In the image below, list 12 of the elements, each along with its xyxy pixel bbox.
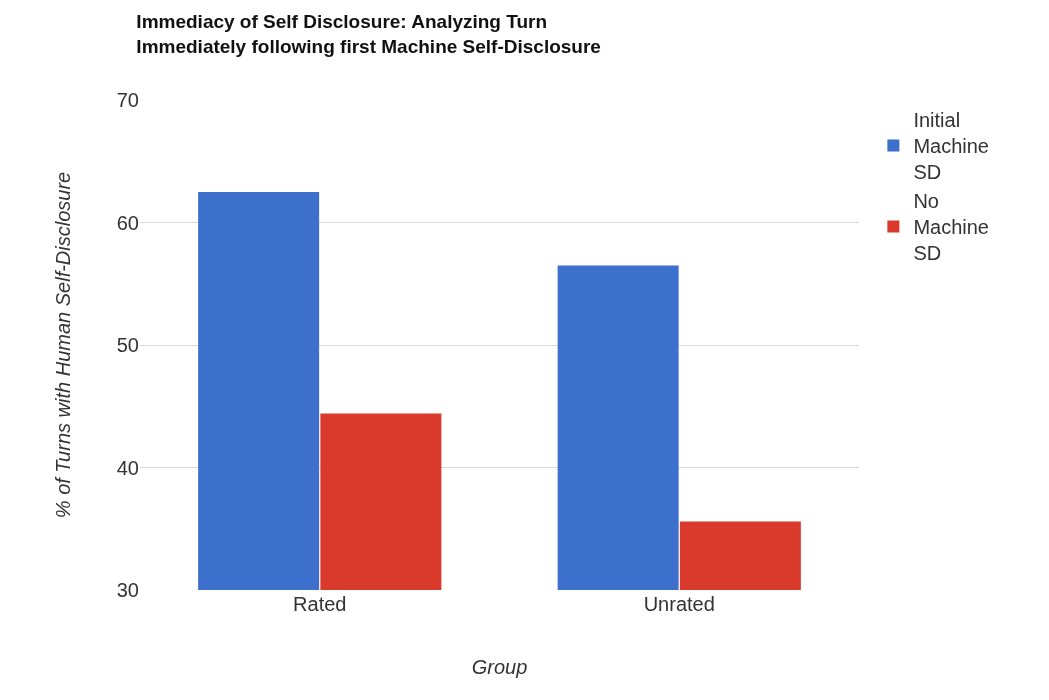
x-tick-label: Rated [293,593,347,615]
y-tick-label: 70 [116,89,139,111]
y-tick-label: 50 [116,334,139,356]
x-tick-label: Unrated [643,593,715,615]
y-tick-label: 30 [116,579,139,601]
legend-label: No Machine SD [913,190,989,265]
y-tick-label: 40 [116,456,139,479]
legend-label: Initial Machine SD [913,109,989,184]
y-tick-label: 60 [116,211,139,234]
y-axis-title: % of Turns with Human Self-Disclosure [52,171,75,519]
x-axis-title: Group [471,655,528,678]
chart-title: Immediacy of Self Disclosure: Analyzing Turn Immediately following first Machine Self-Disclosure [136,11,601,57]
